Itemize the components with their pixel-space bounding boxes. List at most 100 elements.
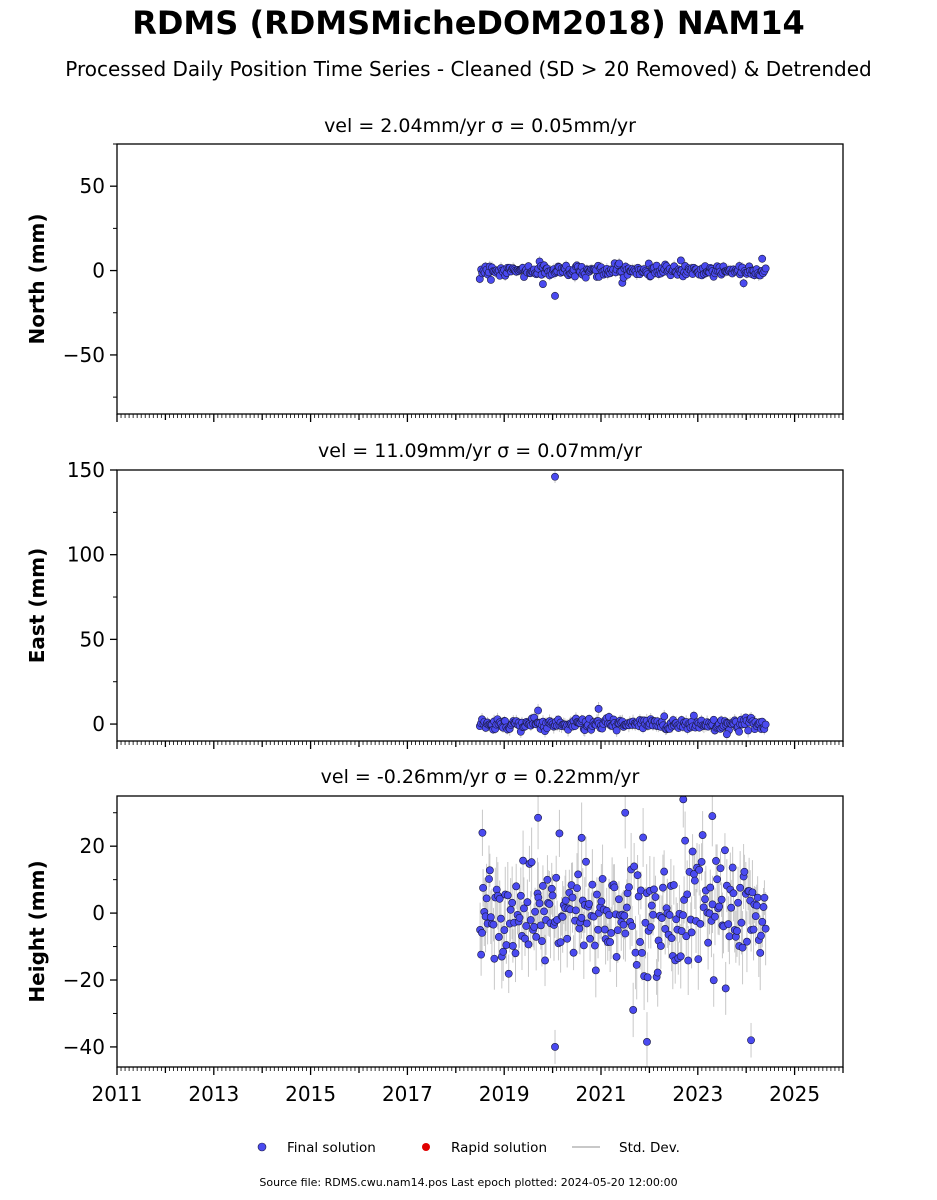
final-solution-point bbox=[521, 934, 529, 943]
legend-label: Rapid solution bbox=[451, 1140, 547, 1156]
x-tick-label: 2021 bbox=[576, 1082, 627, 1106]
y-tick-label: 0 bbox=[92, 901, 105, 925]
final-solution-point bbox=[539, 881, 547, 890]
final-solution-point bbox=[569, 948, 578, 957]
final-solution-point bbox=[558, 912, 567, 921]
final-solution-point bbox=[757, 931, 765, 940]
final-solution-point bbox=[722, 730, 731, 739]
final-solution-point bbox=[676, 952, 685, 961]
final-solution-point bbox=[523, 898, 532, 907]
final-solution-point bbox=[563, 934, 572, 943]
panel-title: vel = 11.09mm/yr σ = 0.07mm/yr bbox=[318, 440, 642, 462]
final-solution-point bbox=[739, 279, 748, 288]
final-solution-point bbox=[738, 943, 747, 952]
final-solution-point bbox=[581, 273, 590, 282]
final-solution-point bbox=[649, 910, 657, 919]
final-solution-point bbox=[621, 808, 630, 817]
final-solution-point bbox=[733, 927, 741, 935]
final-solution-point bbox=[715, 902, 724, 911]
y-tick-label: 100 bbox=[67, 543, 105, 567]
x-tick-label: 2025 bbox=[769, 1082, 820, 1106]
final-solution-point bbox=[593, 890, 601, 899]
y-tick-label: 50 bbox=[80, 174, 105, 198]
final-solution-point bbox=[650, 885, 658, 894]
final-solution-point bbox=[605, 911, 613, 919]
x-tick-label: 2013 bbox=[188, 1082, 239, 1106]
final-solution-point bbox=[612, 952, 621, 961]
final-solution-point bbox=[556, 938, 565, 947]
final-solution-point bbox=[588, 880, 597, 889]
final-solution-point bbox=[571, 272, 579, 281]
final-solution-point bbox=[607, 929, 616, 937]
final-solution-point bbox=[629, 1006, 638, 1014]
final-solution-point bbox=[534, 813, 542, 822]
final-solution-point bbox=[479, 883, 487, 892]
final-solution-point bbox=[600, 925, 609, 934]
data-layer bbox=[476, 796, 770, 1067]
final-solution-point bbox=[490, 954, 499, 963]
final-solution-point bbox=[515, 913, 524, 922]
final-solution-point bbox=[543, 875, 552, 884]
y-tick-label: 20 bbox=[80, 834, 105, 858]
final-solution-point bbox=[628, 922, 636, 930]
final-solution-point bbox=[709, 976, 718, 985]
final-solution-point bbox=[661, 925, 670, 933]
final-solution-point bbox=[478, 828, 487, 837]
final-solution-point bbox=[653, 968, 662, 977]
final-solution-point bbox=[681, 836, 689, 845]
final-solution-point bbox=[485, 875, 493, 883]
final-solution-point bbox=[676, 256, 685, 265]
final-solution-point bbox=[689, 711, 698, 720]
final-solution-point bbox=[494, 933, 503, 941]
final-solution-point bbox=[727, 903, 736, 912]
final-solution-point bbox=[477, 950, 486, 959]
final-solution-point bbox=[597, 897, 606, 906]
y-tick-label: −50 bbox=[63, 343, 105, 367]
final-solution-point bbox=[638, 948, 646, 957]
final-solution-point bbox=[749, 925, 758, 934]
final-solution-point bbox=[606, 938, 615, 946]
final-solution-point bbox=[752, 901, 761, 910]
final-solution-point bbox=[487, 275, 495, 284]
legend-label: Std. Dev. bbox=[619, 1140, 680, 1156]
final-solution-point bbox=[561, 896, 570, 905]
final-solution-point bbox=[615, 895, 623, 904]
final-solution-point bbox=[485, 866, 494, 875]
final-solution-point bbox=[499, 947, 508, 956]
final-solution-point bbox=[538, 937, 546, 945]
final-solution-point bbox=[758, 254, 767, 263]
final-solution-point bbox=[743, 937, 751, 946]
final-solution-point bbox=[639, 833, 648, 842]
final-solution-point bbox=[516, 891, 525, 900]
final-solution-point bbox=[610, 883, 619, 892]
final-solution-point bbox=[574, 870, 583, 879]
final-solution-point bbox=[679, 796, 688, 804]
final-solution-point bbox=[728, 863, 737, 872]
final-solution-point bbox=[478, 928, 486, 937]
final-solution-point bbox=[519, 856, 527, 865]
final-solution-point bbox=[535, 899, 544, 908]
final-solution-point bbox=[659, 883, 667, 892]
final-solution-point bbox=[506, 905, 515, 914]
final-solution-point bbox=[717, 895, 726, 904]
final-solution-point bbox=[758, 917, 767, 926]
final-solution-point bbox=[708, 812, 717, 820]
final-solution-point bbox=[706, 883, 715, 892]
final-solution-point bbox=[573, 884, 581, 892]
figure-title: RDMS (RDMSMicheDOM2018) NAM14 bbox=[132, 4, 805, 42]
final-solution-point bbox=[747, 1036, 755, 1045]
final-solution-point bbox=[751, 912, 760, 921]
final-solution-point bbox=[631, 948, 640, 957]
final-solution-point bbox=[568, 893, 577, 902]
final-solution-point bbox=[551, 291, 559, 300]
x-tick-label: 2017 bbox=[382, 1082, 433, 1106]
y-tick-label: 50 bbox=[80, 627, 105, 651]
final-solution-point bbox=[621, 929, 630, 938]
x-tick-label: 2015 bbox=[285, 1082, 336, 1106]
final-solution-point bbox=[598, 874, 607, 883]
final-solution-point bbox=[540, 907, 548, 916]
legend-final-marker bbox=[257, 1142, 267, 1152]
final-solution-point bbox=[660, 712, 669, 721]
final-solution-point bbox=[495, 894, 504, 903]
final-solution-point bbox=[526, 916, 535, 924]
